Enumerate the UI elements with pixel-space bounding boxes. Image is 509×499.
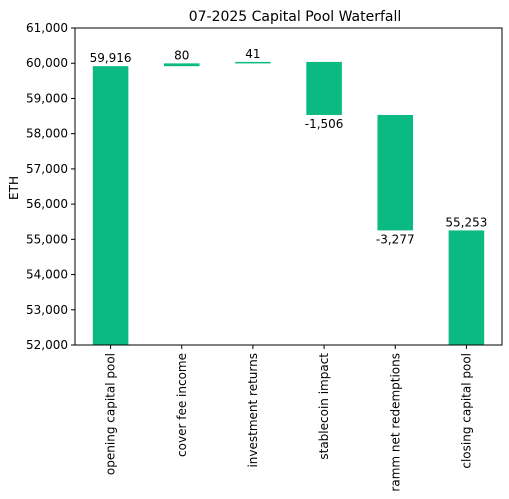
x-tick-label: closing capital pool bbox=[459, 353, 473, 469]
data-label: 59,916 bbox=[90, 51, 132, 65]
y-tick-label: 53,000 bbox=[26, 303, 68, 317]
chart-title: 07-2025 Capital Pool Waterfall bbox=[189, 9, 402, 25]
bar-2 bbox=[235, 61, 271, 64]
bar-4 bbox=[377, 114, 414, 231]
bar-3 bbox=[306, 61, 342, 115]
y-tick-label: 61,000 bbox=[26, 21, 68, 35]
data-label: -1,506 bbox=[305, 117, 344, 131]
x-tick-label: investment returns bbox=[246, 353, 260, 468]
y-tick-label: 58,000 bbox=[26, 127, 68, 141]
y-tick-label: 54,000 bbox=[26, 268, 68, 282]
data-label: 80 bbox=[174, 48, 189, 62]
x-tick-label: cover fee income bbox=[175, 353, 189, 457]
y-tick-label: 55,000 bbox=[26, 232, 68, 246]
x-tick-label: opening capital pool bbox=[104, 353, 118, 475]
y-tick-label: 52,000 bbox=[26, 338, 68, 352]
data-label: -3,277 bbox=[376, 232, 415, 246]
bar-1 bbox=[163, 63, 200, 67]
bar-0 bbox=[92, 66, 129, 346]
y-tick-label: 60,000 bbox=[26, 56, 68, 70]
data-label: 41 bbox=[245, 47, 260, 61]
y-tick-label: 59,000 bbox=[26, 91, 68, 105]
x-tick-label: ramm net redemptions bbox=[388, 353, 402, 492]
y-tick-label: 57,000 bbox=[26, 162, 68, 176]
bar-5 bbox=[448, 230, 485, 345]
y-tick-label: 56,000 bbox=[26, 197, 68, 211]
plot-frame bbox=[74, 27, 503, 346]
plot-area: 52,000 53,000 54,000 55,000 56,000 57,000 58,0… bbox=[26, 21, 487, 492]
x-tick-label: stablecoin impact bbox=[317, 353, 331, 460]
y-axis-label: ETH bbox=[7, 176, 21, 200]
data-label: 55,253 bbox=[445, 215, 487, 229]
